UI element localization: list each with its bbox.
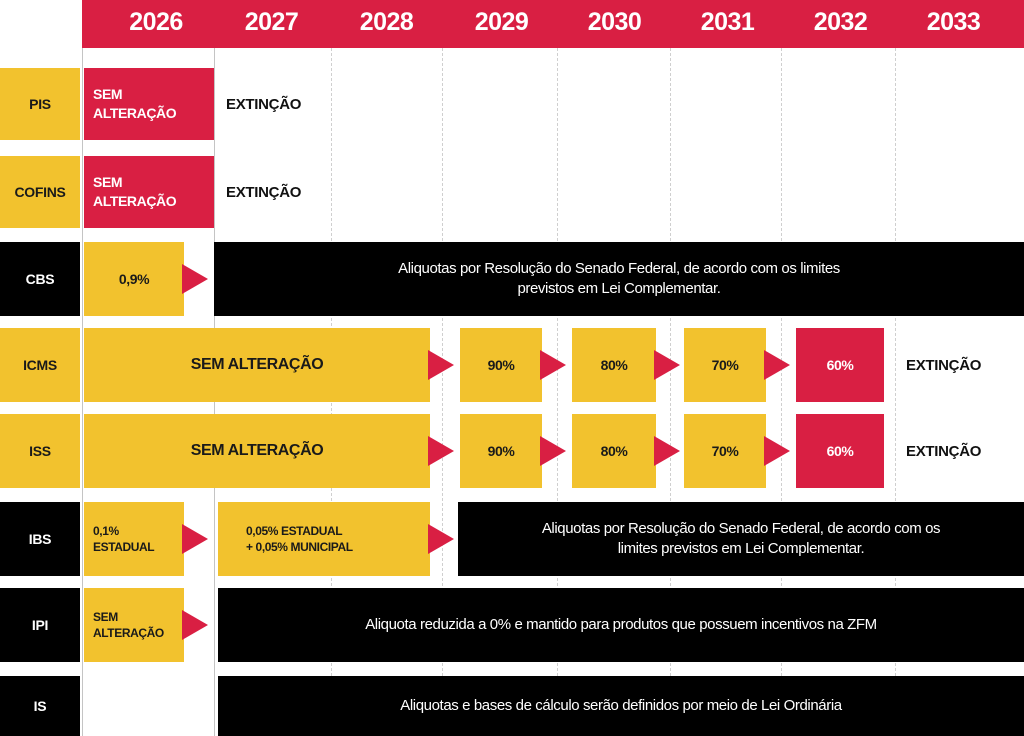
arrow-icon: [182, 264, 208, 294]
ibs-2027-cell: 0,05% ESTADUAL + 0,05% MUNICIPAL: [218, 502, 430, 576]
tax-label-iss: ISS: [0, 414, 80, 488]
is-description: Aliquotas e bases de cálculo serão defin…: [218, 676, 1024, 736]
tax-label-cbs: CBS: [0, 242, 80, 316]
arrow-icon: [428, 436, 454, 466]
ibs-2027-line1: 0,05% ESTADUAL: [246, 524, 343, 538]
cbs-desc-line2: previstos em Lei Complementar.: [517, 280, 721, 297]
grid-line: [895, 48, 896, 736]
ibs-2026-line1: 0,1%: [93, 524, 119, 538]
arrow-icon: [540, 436, 566, 466]
iss-2031-cell: 70%: [684, 414, 766, 488]
ipi-2026-line2: ALTERAÇÃO: [93, 626, 164, 640]
tax-label-is: IS: [0, 676, 80, 736]
cofins-2026-line1: SEM: [93, 174, 123, 190]
grid-line: [442, 48, 443, 736]
grid-line: [781, 48, 782, 736]
pis-2026-cell: SEM ALTERAÇÃO: [84, 68, 214, 140]
ibs-2026-cell: 0,1% ESTADUAL: [84, 502, 184, 576]
pis-2027-text: EXTINÇÃO: [226, 95, 302, 113]
arrow-icon: [428, 524, 454, 554]
iss-2033-text: EXTINÇÃO: [906, 442, 982, 460]
tax-label-icms: ICMS: [0, 328, 80, 402]
icms-2030-cell: 80%: [572, 328, 656, 402]
year-2027: 2027: [244, 8, 299, 36]
iss-2032-cell: 60%: [796, 414, 884, 488]
ibs-desc-line2: limites previstos em Lei Complementar.: [617, 540, 865, 557]
icms-no-change-cell: SEM ALTERAÇÃO: [84, 328, 430, 402]
arrow-icon: [182, 610, 208, 640]
arrow-icon: [764, 350, 790, 380]
arrow-icon: [182, 524, 208, 554]
year-2032: 2032: [813, 8, 868, 36]
icms-2033-text: EXTINÇÃO: [906, 356, 982, 374]
arrow-icon: [654, 436, 680, 466]
iss-2029-cell: 90%: [460, 414, 542, 488]
year-2028: 2028: [359, 8, 414, 36]
arrow-icon: [428, 350, 454, 380]
year-2026: 2026: [129, 8, 183, 36]
arrow-icon: [540, 350, 566, 380]
year-header-bar: [82, 0, 1024, 48]
cbs-description: Aliquotas por Resolução do Senado Federa…: [214, 242, 1024, 316]
iss-no-change-cell: SEM ALTERAÇÃO: [84, 414, 430, 488]
cofins-2027-text: EXTINÇÃO: [226, 183, 302, 201]
ibs-2026-line2: ESTADUAL: [93, 540, 155, 554]
year-2030: 2030: [587, 8, 642, 36]
ibs-2027-line2: + 0,05% MUNICIPAL: [246, 540, 353, 554]
grid-line: [82, 48, 83, 736]
icms-2029-cell: 90%: [460, 328, 542, 402]
arrow-icon: [764, 436, 790, 466]
grid-line: [670, 48, 671, 736]
grid-line: [557, 48, 558, 736]
ipi-description: Aliquota reduzida a 0% e mantido para pr…: [218, 588, 1024, 662]
cofins-2026-line2: ALTERAÇÃO: [93, 193, 177, 209]
icms-2031-cell: 70%: [684, 328, 766, 402]
year-2029: 2029: [474, 8, 529, 36]
pis-2026-line2: ALTERAÇÃO: [93, 105, 177, 121]
tax-label-pis: PIS: [0, 68, 80, 140]
arrow-icon: [654, 350, 680, 380]
ipi-2026-line1: SEM: [93, 610, 118, 624]
cbs-desc-line1: Aliquotas por Resolução do Senado Federa…: [398, 260, 840, 277]
ibs-desc-line1: Aliquotas por Resolução do Senado Federa…: [541, 520, 941, 537]
ibs-description: Aliquotas por Resolução do Senado Federa…: [458, 502, 1024, 576]
ipi-2026-cell: SEM ALTERAÇÃO: [84, 588, 184, 662]
cbs-2026-cell: 0,9%: [84, 242, 184, 316]
tax-label-ipi: IPI: [0, 588, 80, 662]
cofins-2026-cell: SEM ALTERAÇÃO: [84, 156, 214, 228]
pis-2026-line1: SEM: [93, 86, 123, 102]
icms-2032-cell: 60%: [796, 328, 884, 402]
tax-label-cofins: COFINS: [0, 156, 80, 228]
tax-label-ibs: IBS: [0, 502, 80, 576]
iss-2030-cell: 80%: [572, 414, 656, 488]
year-2031: 2031: [700, 8, 755, 36]
year-2033: 2033: [926, 8, 981, 36]
